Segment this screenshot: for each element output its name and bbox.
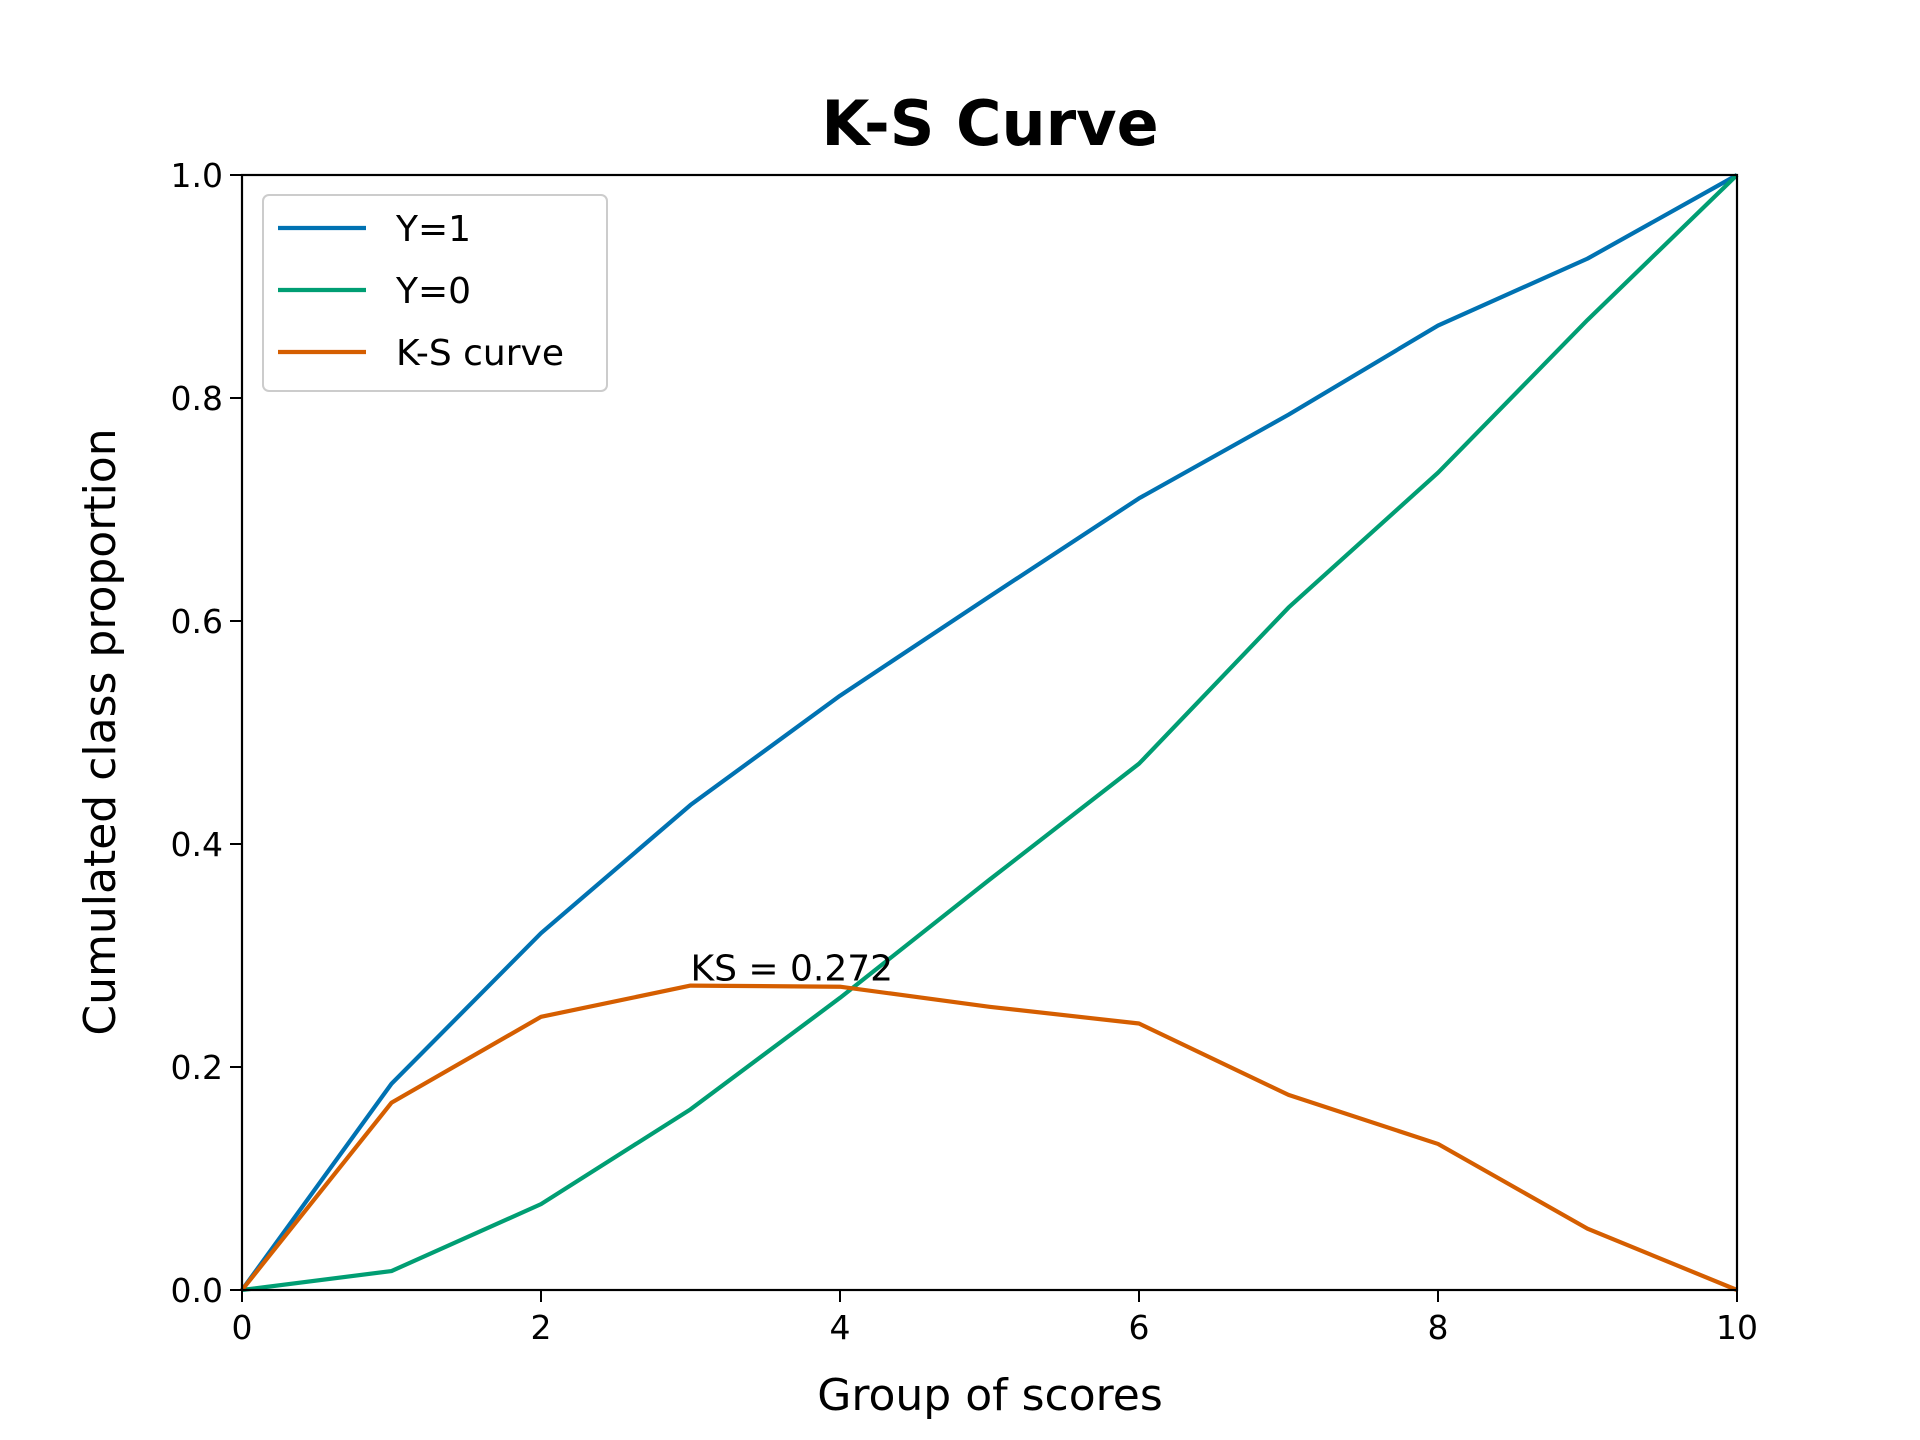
x-tick-label: 0 — [232, 1308, 253, 1347]
legend-box — [262, 194, 608, 392]
x-tick-label: 8 — [1428, 1308, 1449, 1347]
series-line-0 — [240, 173, 1739, 1292]
y-axis-label: Cumulated class proportion — [75, 428, 126, 1035]
x-axis-ticks: 0 2 4 6 8 10 — [232, 1290, 1758, 1347]
legend-label: Y=0 — [395, 271, 471, 312]
legend: Y=1 Y=0 K-S curve — [262, 194, 608, 392]
x-tick-label: 6 — [1129, 1308, 1150, 1347]
y-tick-label: 0.2 — [171, 1048, 223, 1087]
legend-items: Y=1 Y=0 K-S curve — [278, 209, 564, 374]
series-line-2 — [240, 983, 1738, 1292]
x-tick-label: 2 — [531, 1308, 552, 1347]
ks-annotation: KS = 0.272 — [691, 949, 894, 990]
y-tick-label: 1.0 — [171, 156, 223, 195]
y-tick-label: 0.8 — [171, 379, 223, 418]
legend-label: K-S curve — [396, 333, 564, 374]
legend-label: Y=1 — [395, 209, 471, 250]
x-axis-label: Group of scores — [817, 1370, 1163, 1421]
x-tick-label: 4 — [830, 1308, 851, 1347]
y-tick-label: 0.4 — [171, 825, 223, 864]
y-tick-label: 0.0 — [171, 1271, 223, 1310]
series-lines — [240, 173, 1739, 1293]
y-tick-label: 0.6 — [171, 602, 223, 641]
y-axis-ticks: 0.0 0.2 0.4 0.6 0.8 1.0 — [171, 156, 242, 1310]
x-tick-label: 10 — [1716, 1308, 1758, 1347]
plot-frame — [240, 173, 1739, 1292]
series-line-1 — [241, 173, 1739, 1293]
chart-title: K-S Curve — [821, 87, 1158, 160]
